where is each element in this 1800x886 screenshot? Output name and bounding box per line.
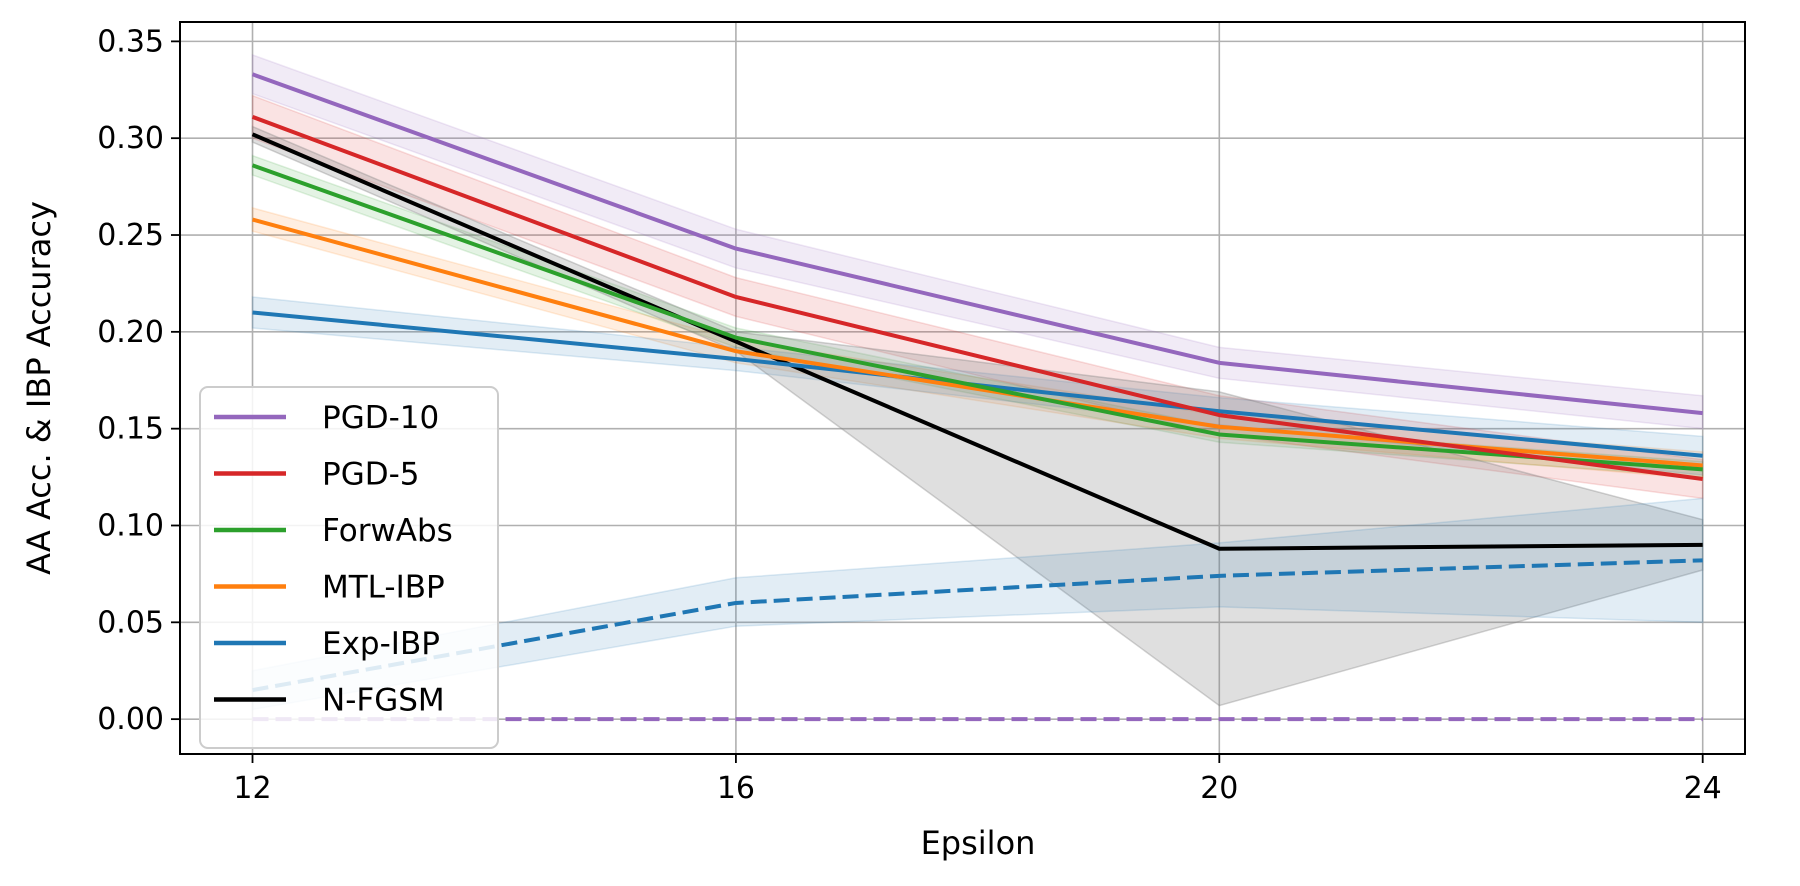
y-tick-label: 0.05 [97, 605, 164, 640]
x-axis-label: Epsilon [921, 824, 1036, 862]
plot-frame [179, 21, 1746, 755]
legend: PGD-10 PGD-5 ForwAbs MTL-IBP Exp-IBP N-FGSM [199, 386, 499, 749]
y-tick-label: 0.35 [97, 24, 164, 59]
x-tick-label: 20 [1200, 771, 1238, 806]
y-tick-label: 0.00 [97, 702, 164, 737]
n-fgsm-line [251, 132, 1703, 551]
y-axis-label: AA Acc. & IBP Accuracy [20, 201, 58, 575]
legend-label-exp-ibp: Exp-IBP [322, 626, 440, 662]
y-tick-label: 0.15 [97, 412, 164, 447]
y-tick-label: 0.20 [97, 315, 164, 350]
legend-label-pgd-5: PGD-5 [322, 457, 420, 493]
x-tick-label: 24 [1684, 771, 1722, 806]
legend-label-forwabs: ForwAbs [322, 513, 453, 549]
n-fgsm-band [251, 125, 1704, 707]
y-tick-label: 0.25 [97, 218, 164, 253]
x-tick-label: 12 [233, 771, 271, 806]
pgd-10-band [251, 53, 1704, 430]
forwabs-line [251, 163, 1703, 472]
legend-label-mtl-ibp: MTL-IBP [322, 570, 445, 606]
legend-label-n-fgsm: N-FGSM [322, 683, 445, 719]
pgd-10-line [251, 72, 1703, 416]
x-tick-label: 16 [717, 771, 755, 806]
y-axis: 0.00 0.05 0.10 0.15 0.20 0.25 0.30 0.35 [97, 24, 180, 737]
legend-box [199, 386, 499, 749]
x-axis: 12 16 20 24 [233, 754, 1722, 806]
y-tick-label: 0.10 [97, 508, 164, 543]
pgd-5-line [251, 115, 1703, 481]
legend-label-pgd-10: PGD-10 [322, 400, 439, 436]
y-tick-label: 0.30 [97, 121, 164, 156]
